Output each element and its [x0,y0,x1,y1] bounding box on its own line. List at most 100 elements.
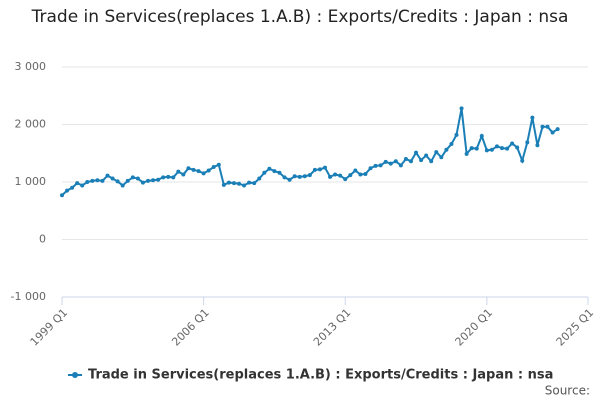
point [424,153,429,158]
point [353,168,358,173]
point [242,183,247,188]
point [145,178,150,183]
point [469,146,474,151]
point [363,171,368,176]
point [176,169,181,174]
point [540,124,545,129]
point [191,167,196,172]
point [196,169,201,174]
point [550,130,555,135]
point [201,171,206,176]
point [297,174,302,179]
point [166,174,171,179]
point [505,146,510,151]
point [515,145,520,150]
point [479,134,484,138]
point [545,124,550,129]
point [151,178,156,183]
chart-title: Trade in Services(replaces 1.A.B) : Expo… [31,7,569,27]
point [449,142,454,147]
point [429,159,434,164]
point [186,166,191,171]
point [95,178,100,183]
point [383,159,388,164]
point [398,163,403,168]
point [494,144,499,149]
x-tick-label: 2006 Q1 [169,306,212,349]
point [414,150,419,155]
point [393,159,398,164]
point [60,193,64,198]
point [216,162,221,167]
y-tick-label: 1 000 [15,175,47,188]
point [140,180,145,185]
point [403,157,408,161]
point [333,172,338,177]
point [500,146,505,151]
point [358,172,363,177]
point [464,151,469,156]
point [125,178,130,183]
point [156,177,161,182]
legend-label: Trade in Services(replaces 1.A.B) : Expo… [88,368,553,383]
point [525,140,530,145]
point [267,166,272,171]
point [135,176,140,181]
point [262,170,267,175]
point [348,173,353,178]
point [555,127,560,132]
point [130,175,135,180]
point [171,175,176,180]
point [226,180,231,185]
point [231,181,236,186]
point [90,178,95,183]
point [120,183,125,188]
point [535,143,540,148]
point [328,174,333,179]
point [323,165,327,170]
point [373,163,378,168]
y-tick-label: -1 000 [11,290,46,303]
point [272,169,277,174]
point [75,181,80,186]
x-tick-label: 2013 Q1 [311,306,354,349]
point [70,185,75,190]
point [80,183,85,188]
source: Source: [545,384,590,398]
point [368,166,373,171]
point [520,158,525,163]
point [282,175,287,180]
x-tick-label: 1999 Q1 [28,306,71,349]
point [378,163,383,168]
point [484,148,489,153]
point [307,173,312,178]
y-tick-label: 0 [39,233,46,246]
point [237,181,242,186]
point [388,161,393,166]
x-tick-label: 2025 Q1 [554,306,597,349]
point [105,173,110,178]
point [247,180,252,185]
point [459,106,464,111]
point [439,155,444,160]
y-tick-label: 2 000 [15,118,47,131]
point [221,182,226,187]
point [444,147,449,152]
point [292,174,297,179]
point [530,115,535,120]
point [257,176,262,181]
point [65,188,70,193]
point [100,178,105,183]
point [338,173,343,178]
point [277,170,282,175]
y-tick-label: 3 000 [15,60,47,73]
point [115,179,120,184]
legend-marker [72,372,78,378]
point [419,158,424,163]
point [454,132,459,137]
point [317,167,322,172]
point [474,146,479,151]
point [287,177,292,182]
